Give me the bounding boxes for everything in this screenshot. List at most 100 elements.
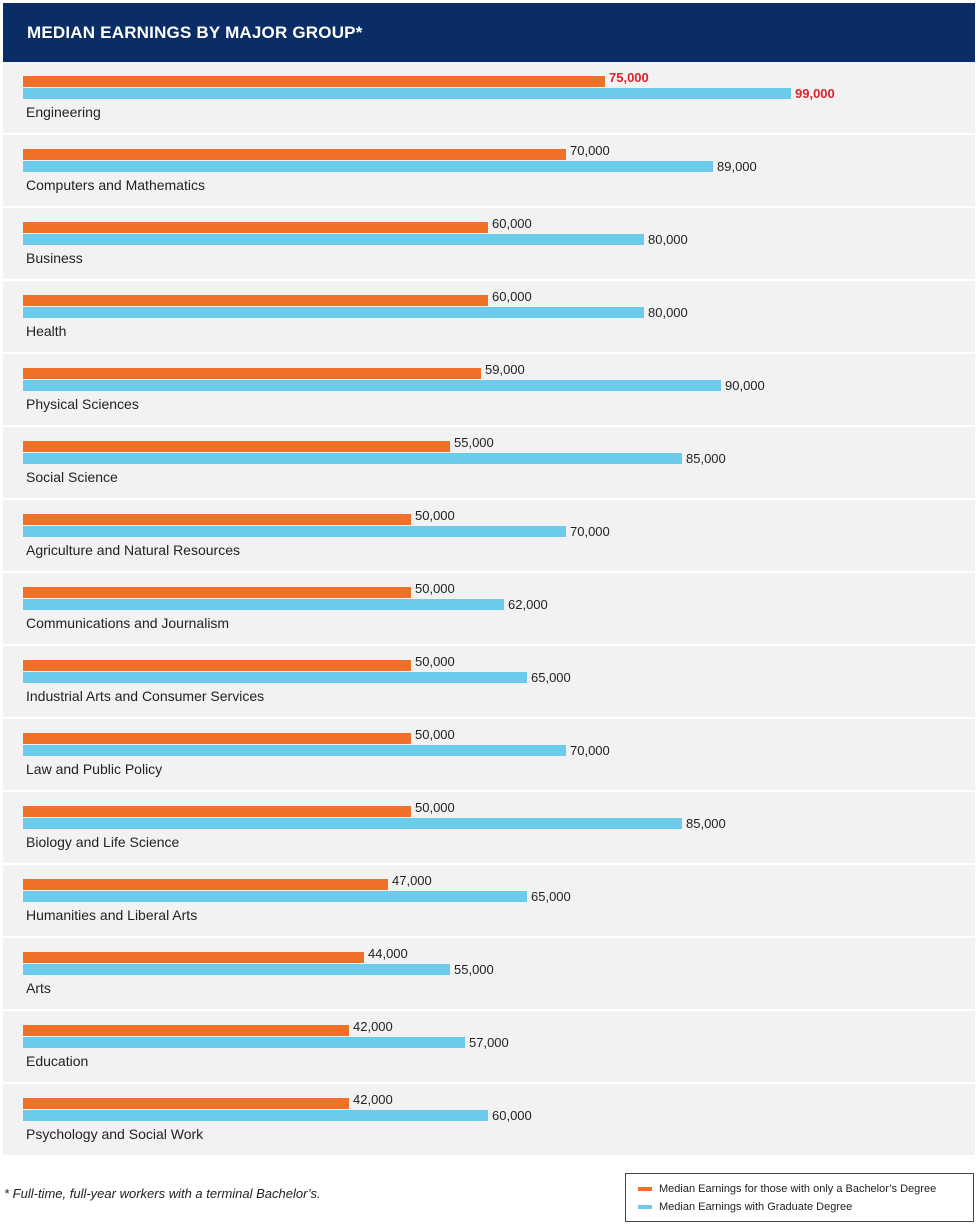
bar-bachelors: [23, 733, 411, 744]
bar-graduate: [23, 1037, 465, 1048]
value-label-bachelors: 50,000: [415, 508, 455, 523]
value-label-graduate: 89,000: [717, 159, 757, 174]
category-label: Humanities and Liberal Arts: [26, 907, 198, 923]
legend-label-graduate: Median Earnings with Graduate Degree: [659, 1201, 853, 1213]
bar-graduate: [23, 307, 644, 318]
category-label: Industrial Arts and Consumer Services: [26, 688, 265, 704]
value-label-bachelors: 75,000: [609, 70, 649, 85]
chart-title: MEDIAN EARNINGS BY MAJOR GROUP*: [3, 3, 975, 62]
value-label-graduate: 60,000: [492, 1108, 532, 1123]
category-label: Arts: [26, 980, 51, 996]
category-row: 42,000 60,000 Psychology and Social Work: [3, 1084, 975, 1155]
legend-label-bachelors: Median Earnings for those with only a Ba…: [659, 1183, 937, 1195]
value-label-graduate: 80,000: [648, 305, 688, 320]
legend-swatch-bachelors: [638, 1187, 652, 1192]
legend: Median Earnings for those with only a Ba…: [625, 1173, 974, 1222]
bar-graduate: [23, 453, 682, 464]
value-label-graduate: 99,000: [795, 86, 835, 101]
bar-graduate: [23, 161, 713, 172]
bar-graduate: [23, 234, 644, 245]
bar-graduate: [23, 526, 566, 537]
value-label-graduate: 70,000: [570, 524, 610, 539]
value-label-bachelors: 50,000: [415, 654, 455, 669]
bar-graduate: [23, 745, 566, 756]
bar-bachelors: [23, 149, 566, 160]
category-row: 55,000 85,000 Social Science: [3, 427, 975, 498]
category-row: 42,000 57,000 Education: [3, 1011, 975, 1082]
value-label-bachelors: 47,000: [392, 873, 432, 888]
value-label-bachelors: 44,000: [368, 946, 408, 961]
value-label-graduate: 62,000: [508, 597, 548, 612]
category-label: Engineering: [26, 104, 101, 120]
bar-bachelors: [23, 879, 388, 890]
bar-graduate: [23, 891, 527, 902]
category-label: Psychology and Social Work: [26, 1126, 204, 1142]
bar-bachelors: [23, 76, 605, 87]
value-label-graduate: 70,000: [570, 743, 610, 758]
value-label-bachelors: 60,000: [492, 289, 532, 304]
bar-bachelors: [23, 295, 488, 306]
value-label-graduate: 85,000: [686, 816, 726, 831]
bar-graduate: [23, 599, 504, 610]
bar-bachelors: [23, 1098, 349, 1109]
category-row: 59,000 90,000 Physical Sciences: [3, 354, 975, 425]
category-label: Social Science: [26, 469, 118, 485]
category-row: 60,000 80,000 Business: [3, 208, 975, 279]
legend-item-graduate: Median Earnings with Graduate Degree: [638, 1201, 852, 1213]
bar-graduate: [23, 818, 682, 829]
category-row: 47,000 65,000 Humanities and Liberal Arts: [3, 865, 975, 936]
bar-bachelors: [23, 1025, 349, 1036]
value-label-bachelors: 42,000: [353, 1092, 393, 1107]
footnote: * Full-time, full-year workers with a te…: [4, 1186, 321, 1201]
legend-swatch-graduate: [638, 1205, 652, 1210]
category-row: 75,000 99,000 Engineering: [3, 62, 975, 133]
category-label: Biology and Life Science: [26, 834, 180, 850]
category-row: 70,000 89,000 Computers and Mathematics: [3, 135, 975, 206]
bar-graduate: [23, 88, 791, 99]
bar-bachelors: [23, 514, 411, 525]
bar-graduate: [23, 964, 450, 975]
value-label-bachelors: 60,000: [492, 216, 532, 231]
legend-item-bachelors: Median Earnings for those with only a Ba…: [638, 1183, 936, 1195]
value-label-graduate: 85,000: [686, 451, 726, 466]
bar-chart: 75,000 99,000 Engineering 70,000 89,000 Compu…: [3, 62, 975, 1157]
bar-graduate: [23, 1110, 488, 1121]
category-row: 50,000 70,000 Agriculture and Natural Reso…: [3, 500, 975, 571]
category-row: 50,000 65,000 Industrial Arts and Consumer…: [3, 646, 975, 717]
value-label-graduate: 90,000: [725, 378, 765, 393]
value-label-bachelors: 55,000: [454, 435, 494, 450]
value-label-graduate: 57,000: [469, 1035, 509, 1050]
category-row: 50,000 85,000 Biology and Life Science: [3, 792, 975, 863]
category-label: Physical Sciences: [26, 396, 139, 412]
value-label-bachelors: 59,000: [485, 362, 525, 377]
value-label-graduate: 65,000: [531, 889, 571, 904]
category-row: 50,000 70,000 Law and Public Policy: [3, 719, 975, 790]
category-label: Law and Public Policy: [26, 761, 163, 777]
value-label-bachelors: 50,000: [415, 727, 455, 742]
value-label-bachelors: 70,000: [570, 143, 610, 158]
category-row: 50,000 62,000 Communications and Journalis…: [3, 573, 975, 644]
category-row: 60,000 80,000 Health: [3, 281, 975, 352]
bar-bachelors: [23, 660, 411, 671]
category-label: Business: [26, 250, 83, 266]
value-label-graduate: 65,000: [531, 670, 571, 685]
category-label: Computers and Mathematics: [26, 177, 205, 193]
bar-graduate: [23, 672, 527, 683]
category-label: Health: [26, 323, 67, 339]
bar-bachelors: [23, 368, 481, 379]
value-label-bachelors: 42,000: [353, 1019, 393, 1034]
bar-bachelors: [23, 222, 488, 233]
value-label-bachelors: 50,000: [415, 800, 455, 815]
category-label: Agriculture and Natural Resources: [26, 542, 240, 558]
bar-bachelors: [23, 587, 411, 598]
category-row: 44,000 55,000 Arts: [3, 938, 975, 1009]
bar-bachelors: [23, 952, 364, 963]
value-label-bachelors: 50,000: [415, 581, 455, 596]
bar-bachelors: [23, 806, 411, 817]
bar-graduate: [23, 380, 721, 391]
category-label: Education: [26, 1053, 89, 1069]
category-label: Communications and Journalism: [26, 615, 230, 631]
value-label-graduate: 80,000: [648, 232, 688, 247]
value-label-graduate: 55,000: [454, 962, 494, 977]
bar-bachelors: [23, 441, 450, 452]
